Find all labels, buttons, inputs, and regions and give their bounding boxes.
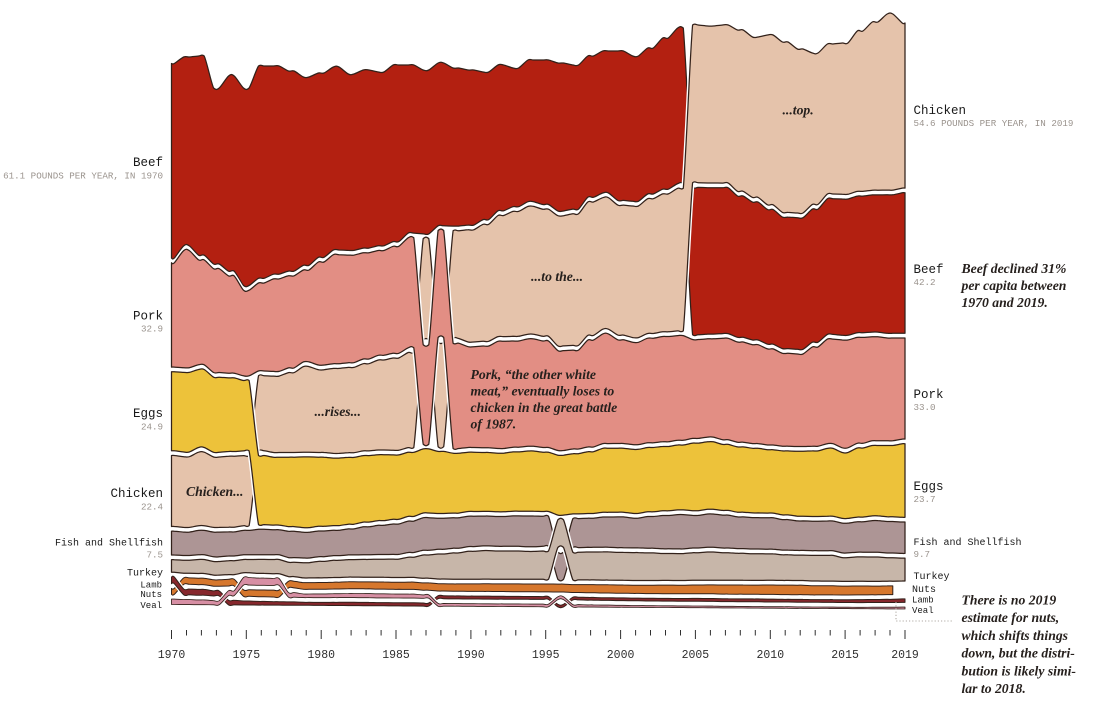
svg-text:1980: 1980	[307, 649, 335, 662]
svg-text:Eggs: Eggs	[133, 407, 163, 421]
svg-text:22.4: 22.4	[141, 502, 164, 513]
svg-text:2019: 2019	[891, 649, 919, 662]
svg-text:meat,” eventually loses to: meat,” eventually loses to	[471, 384, 615, 399]
svg-text:1995: 1995	[532, 649, 560, 662]
svg-text:Beef: Beef	[133, 156, 163, 170]
svg-text:1990: 1990	[457, 649, 485, 662]
svg-text:...top.: ...top.	[783, 103, 814, 118]
svg-text:Veal: Veal	[912, 606, 934, 616]
svg-text:Chicken: Chicken	[110, 487, 163, 501]
svg-text:Chicken...: Chicken...	[186, 484, 243, 499]
svg-text:2010: 2010	[756, 649, 784, 662]
svg-text:61.1 POUNDS PER YEAR, IN 1970: 61.1 POUNDS PER YEAR, IN 1970	[3, 171, 163, 182]
svg-text:Lamb: Lamb	[140, 581, 162, 591]
svg-text:chicken in the great battle: chicken in the great battle	[471, 400, 618, 415]
svg-text:down, but the distri-: down, but the distri-	[962, 646, 1076, 661]
svg-text:1985: 1985	[382, 649, 410, 662]
svg-text:Beef declined 31%: Beef declined 31%	[961, 261, 1067, 276]
svg-text:23.7: 23.7	[914, 494, 936, 505]
svg-text:lar to 2018.: lar to 2018.	[962, 681, 1026, 696]
svg-text:7.5: 7.5	[146, 550, 163, 561]
svg-text:which shifts things: which shifts things	[962, 628, 1069, 643]
svg-text:Lamb: Lamb	[912, 596, 934, 606]
svg-text:1970: 1970	[158, 649, 186, 662]
svg-text:of 1987.: of 1987.	[471, 417, 517, 432]
svg-text:2015: 2015	[831, 649, 859, 662]
svg-text:There is no 2019: There is no 2019	[962, 593, 1057, 608]
svg-text:32.9: 32.9	[141, 324, 163, 335]
svg-text:bution is likely simi-: bution is likely simi-	[962, 663, 1077, 678]
svg-text:Turkey: Turkey	[127, 568, 163, 580]
svg-text:per capita between: per capita between	[961, 278, 1067, 293]
svg-text:9.7: 9.7	[914, 549, 931, 560]
svg-text:2005: 2005	[682, 649, 710, 662]
svg-text:Chicken: Chicken	[914, 104, 967, 118]
svg-text:1970 and 2019.: 1970 and 2019.	[962, 295, 1048, 310]
svg-text:Pork: Pork	[133, 310, 163, 324]
svg-text:Veal: Veal	[140, 601, 162, 611]
svg-text:Eggs: Eggs	[914, 480, 944, 494]
svg-text:...to the...: ...to the...	[531, 269, 583, 284]
svg-text:estimate for nuts,: estimate for nuts,	[962, 610, 1060, 625]
svg-text:Turkey: Turkey	[914, 571, 950, 583]
svg-text:Nuts: Nuts	[912, 585, 936, 596]
svg-text:33.0: 33.0	[914, 402, 936, 413]
svg-text:54.6 POUNDS PER YEAR, IN 2019: 54.6 POUNDS PER YEAR, IN 2019	[914, 118, 1074, 129]
svg-text:24.9: 24.9	[141, 422, 163, 433]
svg-text:Pork, “the other white: Pork, “the other white	[471, 367, 596, 382]
svg-text:Fish and Shellfish: Fish and Shellfish	[914, 537, 1022, 549]
svg-text:...rises...: ...rises...	[315, 404, 361, 419]
svg-text:Pork: Pork	[914, 388, 944, 402]
svg-text:2000: 2000	[607, 649, 635, 662]
svg-text:Fish and Shellfish: Fish and Shellfish	[55, 538, 163, 550]
svg-text:Nuts: Nuts	[140, 590, 162, 600]
svg-text:Beef: Beef	[914, 263, 944, 277]
svg-text:1975: 1975	[232, 649, 260, 662]
svg-text:42.2: 42.2	[914, 277, 936, 288]
